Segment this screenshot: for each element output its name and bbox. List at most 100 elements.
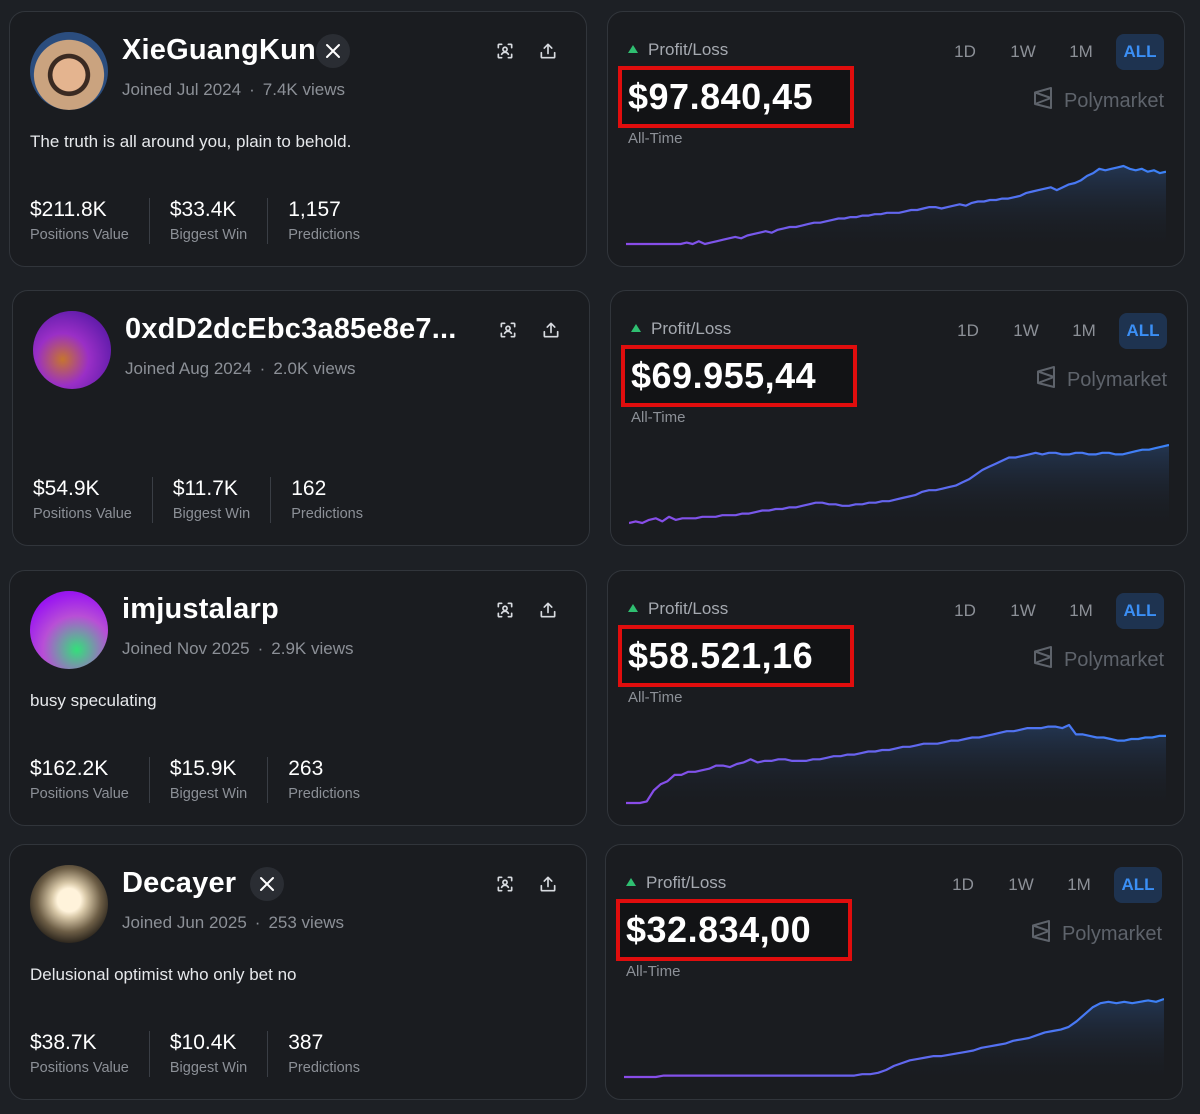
pnl-highlight-box: $69.955,44: [621, 345, 857, 407]
positions-value: $54.9K: [33, 477, 100, 500]
positions-value: $211.8K: [30, 198, 107, 221]
pnl-card: Profit/Loss $69.955,44 All-Time 1D 1W 1M ALL Po…: [610, 290, 1188, 546]
meta-separator: ·: [254, 913, 261, 932]
trader-row: XieGuangKun Joined Jul 2024 · 7.4K views The…: [0, 11, 1200, 267]
stats: $211.8K Positions Value $33.4K Biggest Win 1…: [30, 198, 400, 244]
predictions: 162: [291, 477, 327, 500]
polymarket-brand: Polymarket: [1035, 365, 1167, 395]
pnl-card: Profit/Loss $97.840,45 All-Time 1D 1W 1M ALL Po…: [607, 11, 1185, 267]
pnl-chart[interactable]: [626, 162, 1166, 252]
pnl-chart[interactable]: [624, 995, 1164, 1085]
pnl-line: [626, 164, 1166, 246]
share-icon[interactable]: [540, 319, 562, 341]
predictions-label: Predictions: [288, 227, 360, 243]
range-all[interactable]: ALL: [1114, 867, 1162, 903]
range-1w[interactable]: 1W: [1010, 601, 1036, 620]
range-1w[interactable]: 1W: [1013, 321, 1039, 340]
pnl-area: [626, 166, 1166, 252]
x-logo-icon[interactable]: [315, 34, 350, 68]
pnl-highlight-box: $97.840,45: [618, 66, 854, 128]
x-logo-icon[interactable]: [249, 867, 284, 901]
stat-biggest-win: $33.4K Biggest Win: [169, 198, 269, 244]
avatar[interactable]: [30, 591, 108, 669]
range-all[interactable]: ALL: [1116, 593, 1164, 629]
pnl-chart[interactable]: [629, 441, 1169, 531]
trader-name[interactable]: imjustalarp: [122, 593, 279, 625]
predictions: 263: [288, 757, 324, 780]
range-1w[interactable]: 1W: [1008, 875, 1034, 894]
polymarket-brand: Polymarket: [1030, 919, 1162, 949]
positions-value-label: Positions Value: [30, 786, 129, 802]
polymarket-brand: Polymarket: [1032, 86, 1164, 116]
brand-name: Polymarket: [1061, 922, 1162, 945]
stat-predictions: 263 Predictions: [288, 757, 380, 803]
biggest-win: $33.4K: [169, 198, 237, 221]
polymarket-logo-icon: [1035, 365, 1067, 395]
triangle-up-icon: [628, 604, 638, 612]
range-all[interactable]: ALL: [1119, 313, 1167, 349]
profile-meta: Joined Aug 2024 · 2.0K views: [125, 359, 356, 379]
profile-meta: Joined Jul 2024 · 7.4K views: [122, 80, 345, 100]
share-icon[interactable]: [537, 40, 559, 62]
stat-positions-value: $54.9K Positions Value: [33, 477, 153, 523]
profile-card[interactable]: 0xdD2dcEbc3a85e8e7... Joined Aug 2024 · 2.0…: [12, 290, 590, 546]
stat-positions-value: $162.2K Positions Value: [30, 757, 150, 803]
profile-card[interactable]: imjustalarp Joined Nov 2025 · 2.9K views bus…: [9, 570, 587, 826]
brand-name: Polymarket: [1063, 648, 1164, 671]
stat-positions-value: $38.7K Positions Value: [30, 1031, 150, 1077]
profit-loss-label: Profit/Loss: [631, 319, 731, 339]
pnl-chart[interactable]: [626, 721, 1166, 811]
pnl-line: [624, 997, 1164, 1079]
polymarket-logo-icon: [1032, 645, 1064, 675]
predictions-label: Predictions: [291, 506, 363, 522]
polymarket-logo-icon: [1030, 919, 1062, 949]
range-1m[interactable]: 1M: [1069, 42, 1093, 61]
bio: Delusional optimist who only bet no: [30, 965, 297, 984]
range-selector: 1D 1W 1M ALL: [939, 313, 1167, 349]
scan-icon[interactable]: [497, 319, 519, 341]
pnl-card: Profit/Loss $58.521,16 All-Time 1D 1W 1M ALL Po…: [607, 570, 1185, 826]
all-time-label: All-Time: [626, 963, 681, 980]
range-1m[interactable]: 1M: [1072, 321, 1096, 340]
trader-name[interactable]: 0xdD2dcEbc3a85e8e7...: [125, 313, 457, 345]
scan-icon[interactable]: [494, 873, 516, 895]
profit-loss-label: Profit/Loss: [628, 40, 728, 60]
range-1w[interactable]: 1W: [1010, 42, 1036, 61]
range-1m[interactable]: 1M: [1067, 875, 1091, 894]
share-icon[interactable]: [537, 873, 559, 895]
profile-card[interactable]: Decayer Joined Jun 2025 · 253 views Delusion…: [9, 844, 587, 1100]
biggest-win: $11.7K: [172, 477, 238, 500]
range-1d[interactable]: 1D: [954, 42, 976, 61]
pnl-amount: $97.840,45: [628, 76, 814, 117]
range-1d[interactable]: 1D: [957, 321, 979, 340]
share-icon[interactable]: [537, 599, 559, 621]
profile-meta: Joined Nov 2025 · 2.9K views: [122, 639, 353, 659]
range-selector: 1D 1W 1M ALL: [936, 34, 1164, 70]
polymarket-brand: Polymarket: [1032, 645, 1164, 675]
trader-name[interactable]: XieGuangKun: [122, 34, 316, 66]
trader-name[interactable]: Decayer: [122, 867, 237, 899]
range-1m[interactable]: 1M: [1069, 601, 1093, 620]
view-count: 2.9K views: [271, 639, 354, 658]
profit-loss-label: Profit/Loss: [626, 873, 726, 893]
stat-predictions: 1,157 Predictions: [288, 198, 380, 244]
profile-card[interactable]: XieGuangKun Joined Jul 2024 · 7.4K views The…: [9, 11, 587, 267]
avatar[interactable]: [30, 865, 108, 943]
range-all[interactable]: ALL: [1116, 34, 1164, 70]
pnl-amount: $69.955,44: [631, 355, 817, 396]
avatar[interactable]: [30, 32, 108, 110]
biggest-win: $15.9K: [169, 757, 237, 780]
scan-icon[interactable]: [494, 599, 516, 621]
profile-meta: Joined Jun 2025 · 253 views: [122, 913, 344, 933]
predictions-label: Predictions: [288, 786, 360, 802]
view-count: 7.4K views: [262, 80, 345, 99]
scan-icon[interactable]: [494, 40, 516, 62]
predictions-label: Predictions: [288, 1060, 360, 1076]
range-1d[interactable]: 1D: [952, 875, 974, 894]
triangle-up-icon: [628, 45, 638, 53]
all-time-label: All-Time: [631, 409, 686, 426]
biggest-win-label: Biggest Win: [169, 786, 248, 802]
pnl-amount: $58.521,16: [628, 635, 814, 676]
avatar[interactable]: [33, 311, 111, 389]
range-1d[interactable]: 1D: [954, 601, 976, 620]
